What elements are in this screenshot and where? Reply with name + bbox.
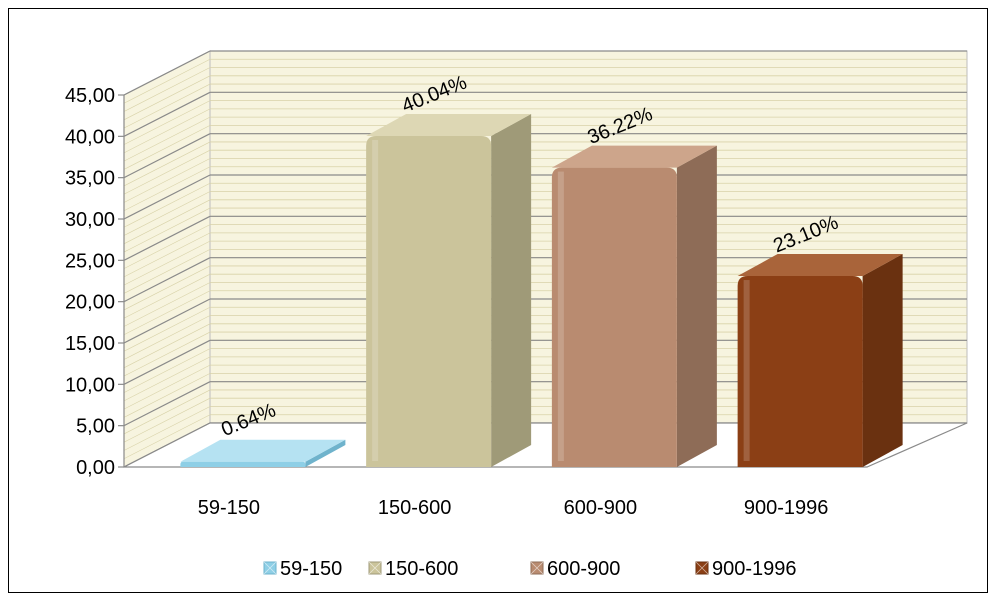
minor-grid-line-side bbox=[123, 290, 211, 336]
legend-item-900-1996: 900-1996 bbox=[695, 558, 797, 580]
minor-grid-line-side bbox=[123, 75, 211, 121]
legend-label: 600-900 bbox=[547, 558, 620, 580]
minor-grid-line-side bbox=[123, 58, 211, 104]
bar-900-1996 bbox=[737, 254, 903, 467]
major-grid-line-side bbox=[123, 133, 211, 179]
minor-grid-line-side bbox=[123, 108, 211, 154]
bar-59-150 bbox=[180, 439, 346, 467]
bar-highlight bbox=[743, 280, 750, 461]
legend-item-600-900: 600-900 bbox=[530, 558, 620, 580]
bar-top-face bbox=[180, 439, 346, 462]
bar-front-face bbox=[551, 167, 677, 467]
major-grid-line-side bbox=[123, 215, 211, 261]
major-grid-line-side bbox=[123, 257, 211, 303]
minor-grid-line-side bbox=[123, 397, 211, 443]
minor-grid-line-side bbox=[123, 315, 211, 360]
minor-grid-line-side bbox=[123, 331, 211, 377]
minor-grid-line-side bbox=[123, 240, 211, 286]
legend-label: 900-1996 bbox=[712, 558, 797, 580]
legend-swatch-bevel bbox=[530, 561, 544, 575]
x-category-label: 59-150 bbox=[198, 497, 260, 519]
minor-grid-line-side bbox=[123, 249, 211, 294]
minor-grid-line-side bbox=[123, 232, 211, 278]
y-tick-label: 0,00 bbox=[76, 457, 115, 479]
minor-grid-line-side bbox=[123, 373, 211, 418]
chart-svg: 0,00 5,00 10,00 15,00 20,00 25,00 30,00 35,00 40… bbox=[65, 50, 968, 580]
bar-150-600 bbox=[366, 114, 532, 467]
major-grid-line-side bbox=[123, 91, 211, 137]
y-tick-label: 35,00 bbox=[65, 168, 115, 190]
bar-front-face bbox=[180, 461, 306, 467]
bar-side-face bbox=[491, 114, 532, 467]
y-tick-label: 40,00 bbox=[65, 126, 115, 148]
major-grid-line-side bbox=[123, 339, 211, 385]
y-tick-label: 20,00 bbox=[65, 292, 115, 314]
minor-grid-line-side bbox=[123, 356, 211, 402]
y-tick-label: 5,00 bbox=[76, 416, 115, 438]
minor-grid-line-side bbox=[123, 389, 211, 435]
legend-swatch-bevel bbox=[263, 561, 277, 575]
x-category-label: 150-600 bbox=[378, 497, 451, 519]
minor-grid-line-side bbox=[123, 166, 211, 212]
bar-side-face bbox=[305, 439, 346, 467]
minor-grid-line-side bbox=[123, 348, 211, 393]
bar-side-face bbox=[676, 145, 717, 467]
minor-grid-line-side bbox=[123, 182, 211, 228]
minor-grid-line-side bbox=[123, 414, 211, 460]
major-grid-line-side bbox=[123, 174, 211, 220]
minor-grid-line-side bbox=[123, 125, 211, 170]
minor-grid-line-side bbox=[123, 273, 211, 319]
bar-front-face bbox=[737, 276, 863, 467]
minor-grid-line-side bbox=[123, 116, 211, 162]
bar-top-face bbox=[551, 145, 717, 168]
legend-swatch-bevel bbox=[368, 561, 382, 575]
minor-grid-line-side bbox=[123, 191, 211, 236]
bar-top-face bbox=[737, 254, 903, 277]
minor-grid-line-side bbox=[123, 141, 211, 187]
major-grid-line-side bbox=[123, 298, 211, 344]
minor-grid-line-side bbox=[123, 364, 211, 410]
legend-label: 59-150 bbox=[280, 558, 342, 580]
minor-grid-line-side bbox=[123, 199, 211, 245]
bar-top-face bbox=[366, 114, 532, 137]
minor-grid-line-side bbox=[123, 67, 211, 112]
y-axis: 0,00 5,00 10,00 15,00 20,00 25,00 30,00 35,00 40… bbox=[65, 85, 125, 479]
legend-swatch-bevel bbox=[695, 561, 709, 575]
y-tick-label: 10,00 bbox=[65, 374, 115, 396]
minor-grid-line-side bbox=[123, 306, 211, 352]
bar-highlight bbox=[557, 171, 564, 461]
major-grid-line-side bbox=[123, 50, 211, 96]
legend-label: 150-600 bbox=[385, 558, 458, 580]
y-tick-label: 45,00 bbox=[65, 85, 115, 107]
minor-grid-line-side bbox=[123, 83, 211, 129]
major-grid-line-side bbox=[123, 381, 211, 427]
y-tick-label: 30,00 bbox=[65, 209, 115, 231]
chart-frame: 0,00 5,00 10,00 15,00 20,00 25,00 30,00 35,00 40… bbox=[8, 8, 988, 593]
minor-grid-line-side bbox=[123, 282, 211, 327]
bar-side-face bbox=[862, 254, 903, 467]
legend-item-150-600: 150-600 bbox=[368, 558, 458, 580]
x-axis-labels: 59-150 150-600 600-900 900-1996 bbox=[198, 497, 829, 519]
minor-grid-line-side bbox=[123, 323, 211, 369]
minor-grid-line-side bbox=[123, 224, 211, 269]
minor-grid-line-side bbox=[123, 265, 211, 311]
y-tick-label: 15,00 bbox=[65, 333, 115, 355]
x-category-label: 900-1996 bbox=[744, 497, 829, 519]
legend-item-59-150: 59-150 bbox=[263, 558, 342, 580]
minor-grid-line-side bbox=[123, 207, 211, 253]
bar-highlight bbox=[372, 140, 379, 461]
bars bbox=[180, 114, 903, 467]
bar-front-face bbox=[366, 136, 492, 467]
minor-grid-line-side bbox=[123, 158, 211, 203]
bar-600-900 bbox=[551, 145, 717, 467]
x-category-label: 600-900 bbox=[564, 497, 637, 519]
minor-grid-line-side bbox=[123, 406, 211, 451]
minor-grid-line-side bbox=[123, 100, 211, 145]
legend: 59-150 150-600 600-900 900-1996 bbox=[263, 558, 797, 580]
y-tick-label: 25,00 bbox=[65, 250, 115, 272]
minor-grid-line-side bbox=[123, 149, 211, 195]
